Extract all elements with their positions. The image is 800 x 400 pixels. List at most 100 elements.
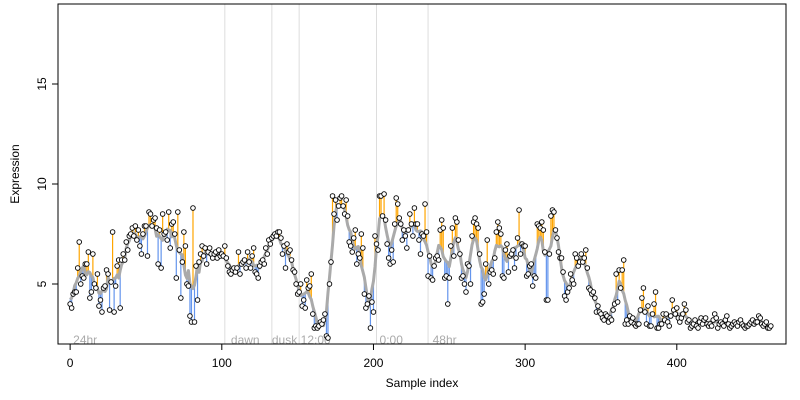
data-point [529, 283, 536, 289]
data-point [617, 285, 624, 291]
data-point [216, 247, 222, 253]
data-point [702, 315, 709, 321]
data-point [484, 237, 490, 243]
data-point [108, 279, 114, 285]
data-point [608, 317, 615, 323]
data-point [528, 261, 534, 267]
data-point [570, 281, 577, 287]
data-point [455, 237, 462, 243]
data-point [438, 217, 445, 223]
data-point [396, 215, 403, 221]
data-point [302, 305, 308, 311]
data-point [721, 323, 727, 329]
data-point [235, 249, 242, 255]
data-point [264, 251, 271, 257]
data-point [667, 313, 674, 319]
data-point [250, 245, 257, 251]
data-point [234, 265, 240, 271]
y-tick-label-0: 5 [35, 280, 49, 287]
data-point [351, 235, 357, 241]
data-point [74, 265, 81, 271]
data-point [416, 237, 422, 243]
data-point [407, 211, 413, 217]
data-point [581, 255, 588, 261]
data-point [724, 313, 730, 319]
data-point [390, 259, 396, 265]
data-point [308, 271, 315, 277]
data-point [469, 233, 475, 239]
data-point [367, 325, 374, 331]
data-point [354, 261, 360, 267]
data-point [533, 275, 539, 281]
data-point [284, 241, 290, 247]
data-point [307, 283, 313, 289]
data-point [193, 263, 199, 269]
data-point [595, 303, 601, 309]
data-point [401, 227, 407, 233]
data-point [288, 257, 295, 263]
data-point [476, 251, 483, 257]
data-point [493, 229, 500, 235]
data-point [475, 225, 481, 231]
data-point [143, 223, 149, 229]
data-point [429, 277, 436, 283]
data-point [542, 249, 548, 255]
data-point [546, 251, 553, 257]
data-point [510, 247, 516, 253]
data-point [381, 191, 387, 197]
data-point [649, 311, 656, 317]
data-point [178, 295, 184, 301]
data-point [511, 265, 518, 271]
data-point [658, 321, 665, 327]
data-point [584, 265, 591, 271]
data-point [263, 245, 269, 251]
data-point [267, 241, 274, 247]
data-point [446, 275, 453, 281]
data-point [255, 275, 261, 281]
data-point [94, 271, 101, 277]
data-point [361, 291, 368, 297]
data-point [411, 205, 418, 211]
data-point [382, 217, 389, 223]
data-point [370, 309, 377, 315]
data-point [393, 195, 399, 201]
data-point [384, 241, 390, 247]
data-point [619, 267, 625, 273]
data-point [241, 257, 248, 263]
data-point [158, 265, 164, 271]
data-points [67, 191, 774, 341]
data-point [243, 265, 249, 271]
data-point [185, 283, 192, 289]
data-point [296, 289, 302, 295]
data-point [642, 309, 648, 315]
data-point [278, 235, 284, 241]
data-point [332, 197, 339, 203]
data-point [768, 323, 774, 329]
data-point [84, 261, 90, 267]
data-point [490, 271, 497, 277]
data-point [636, 321, 642, 327]
data-point [398, 221, 404, 227]
annotations: 24hr dawn dusk 12:00 0:00 48hr [73, 333, 456, 347]
data-point [334, 217, 340, 223]
data-point [672, 311, 679, 317]
data-point [97, 297, 104, 303]
data-point [372, 233, 378, 239]
data-point [249, 253, 255, 259]
data-point [692, 317, 698, 323]
data-point [451, 253, 457, 259]
data-point [162, 229, 169, 235]
data-point [164, 237, 170, 243]
data-point [181, 229, 187, 235]
data-point [300, 297, 307, 303]
data-point [117, 305, 123, 311]
data-point [610, 307, 616, 313]
data-point [366, 293, 372, 299]
data-point [431, 263, 437, 269]
data-point [90, 251, 96, 257]
data-point [485, 281, 492, 287]
x-tick-label-4: 400 [667, 356, 687, 370]
smooth-fit-line [69, 202, 772, 328]
data-point [358, 231, 365, 237]
data-point [663, 311, 669, 317]
